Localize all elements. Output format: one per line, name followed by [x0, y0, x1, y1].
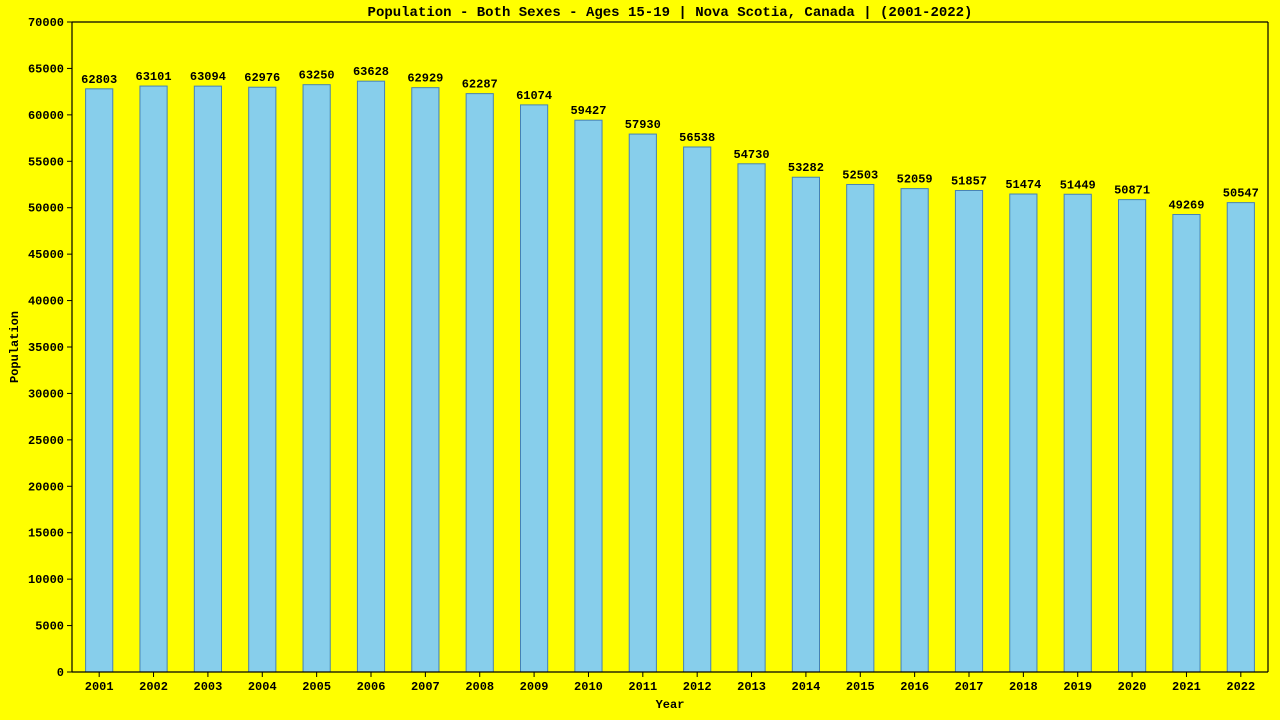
bar: [847, 184, 874, 672]
y-tick-label: 70000: [28, 16, 64, 30]
bar-value-label: 61074: [516, 89, 552, 103]
x-tick-label: 2012: [683, 680, 712, 694]
y-tick-label: 0: [57, 666, 64, 680]
bar: [901, 189, 928, 672]
y-axis-label: Population: [8, 311, 22, 383]
bar-value-label: 57930: [625, 118, 661, 132]
bar: [1119, 200, 1146, 672]
y-tick-label: 40000: [28, 295, 64, 309]
x-tick-label: 2014: [792, 680, 821, 694]
x-tick-label: 2005: [302, 680, 331, 694]
bar: [738, 164, 765, 672]
bar: [86, 89, 113, 672]
chart-container: Population - Both Sexes - Ages 15-19 | N…: [0, 0, 1280, 720]
bar: [955, 190, 982, 672]
x-tick-label: 2009: [520, 680, 549, 694]
y-tick-label: 5000: [35, 620, 64, 634]
bar: [684, 147, 711, 672]
bar-value-label: 63094: [190, 70, 226, 84]
y-tick-label: 30000: [28, 387, 64, 401]
x-tick-label: 2022: [1226, 680, 1255, 694]
bar: [303, 85, 330, 672]
bar-value-label: 63628: [353, 65, 389, 79]
x-tick-label: 2018: [1009, 680, 1038, 694]
x-tick-label: 2015: [846, 680, 875, 694]
x-tick-label: 2001: [85, 680, 114, 694]
bar: [629, 134, 656, 672]
bar-value-label: 50547: [1223, 187, 1259, 201]
x-tick-label: 2008: [465, 680, 494, 694]
bar-value-label: 59427: [570, 104, 606, 118]
x-tick-label: 2003: [194, 680, 223, 694]
bar-value-label: 62803: [81, 73, 117, 87]
x-tick-label: 2002: [139, 680, 168, 694]
bar-value-label: 52503: [842, 168, 878, 182]
x-axis-label: Year: [656, 698, 685, 712]
x-tick-label: 2007: [411, 680, 440, 694]
bar: [140, 86, 167, 672]
y-tick-label: 45000: [28, 248, 64, 262]
x-tick-label: 2021: [1172, 680, 1201, 694]
population-bar-chart: Population - Both Sexes - Ages 15-19 | N…: [0, 0, 1280, 720]
bar: [521, 105, 548, 672]
bar-value-label: 62929: [407, 72, 443, 86]
bar: [792, 177, 819, 672]
bar-value-label: 63101: [136, 70, 172, 84]
bar-value-label: 51449: [1060, 178, 1096, 192]
bar: [1010, 194, 1037, 672]
bar-value-label: 53282: [788, 161, 824, 175]
bar-value-label: 56538: [679, 131, 715, 145]
bar: [1064, 194, 1091, 672]
x-tick-label: 2020: [1118, 680, 1147, 694]
y-tick-label: 35000: [28, 341, 64, 355]
y-tick-label: 60000: [28, 109, 64, 123]
x-tick-label: 2016: [900, 680, 929, 694]
y-tick-label: 20000: [28, 480, 64, 494]
bar-value-label: 52059: [897, 173, 933, 187]
y-tick-label: 50000: [28, 202, 64, 216]
x-tick-label: 2019: [1063, 680, 1092, 694]
y-tick-label: 10000: [28, 573, 64, 587]
x-tick-label: 2011: [628, 680, 657, 694]
bar: [466, 94, 493, 672]
bar-value-label: 63250: [299, 69, 335, 83]
bar-value-label: 50871: [1114, 184, 1150, 198]
y-tick-label: 15000: [28, 527, 64, 541]
chart-title: Population - Both Sexes - Ages 15-19 | N…: [368, 5, 973, 21]
bar-value-label: 49269: [1168, 199, 1204, 213]
bar-value-label: 54730: [734, 148, 770, 162]
bar: [194, 86, 221, 672]
bar: [412, 88, 439, 672]
bar: [575, 120, 602, 672]
x-tick-label: 2013: [737, 680, 766, 694]
y-tick-label: 55000: [28, 155, 64, 169]
bar-value-label: 62287: [462, 78, 498, 92]
x-tick-label: 2004: [248, 680, 277, 694]
x-tick-label: 2017: [955, 680, 984, 694]
bar-value-label: 62976: [244, 71, 280, 85]
bar: [357, 81, 384, 672]
bar-value-label: 51474: [1005, 178, 1041, 192]
bar: [1227, 203, 1254, 672]
x-tick-label: 2006: [357, 680, 386, 694]
bar: [1173, 215, 1200, 672]
y-tick-label: 65000: [28, 62, 64, 76]
y-tick-label: 25000: [28, 434, 64, 448]
bar: [249, 87, 276, 672]
bar-value-label: 51857: [951, 174, 987, 188]
x-tick-label: 2010: [574, 680, 603, 694]
